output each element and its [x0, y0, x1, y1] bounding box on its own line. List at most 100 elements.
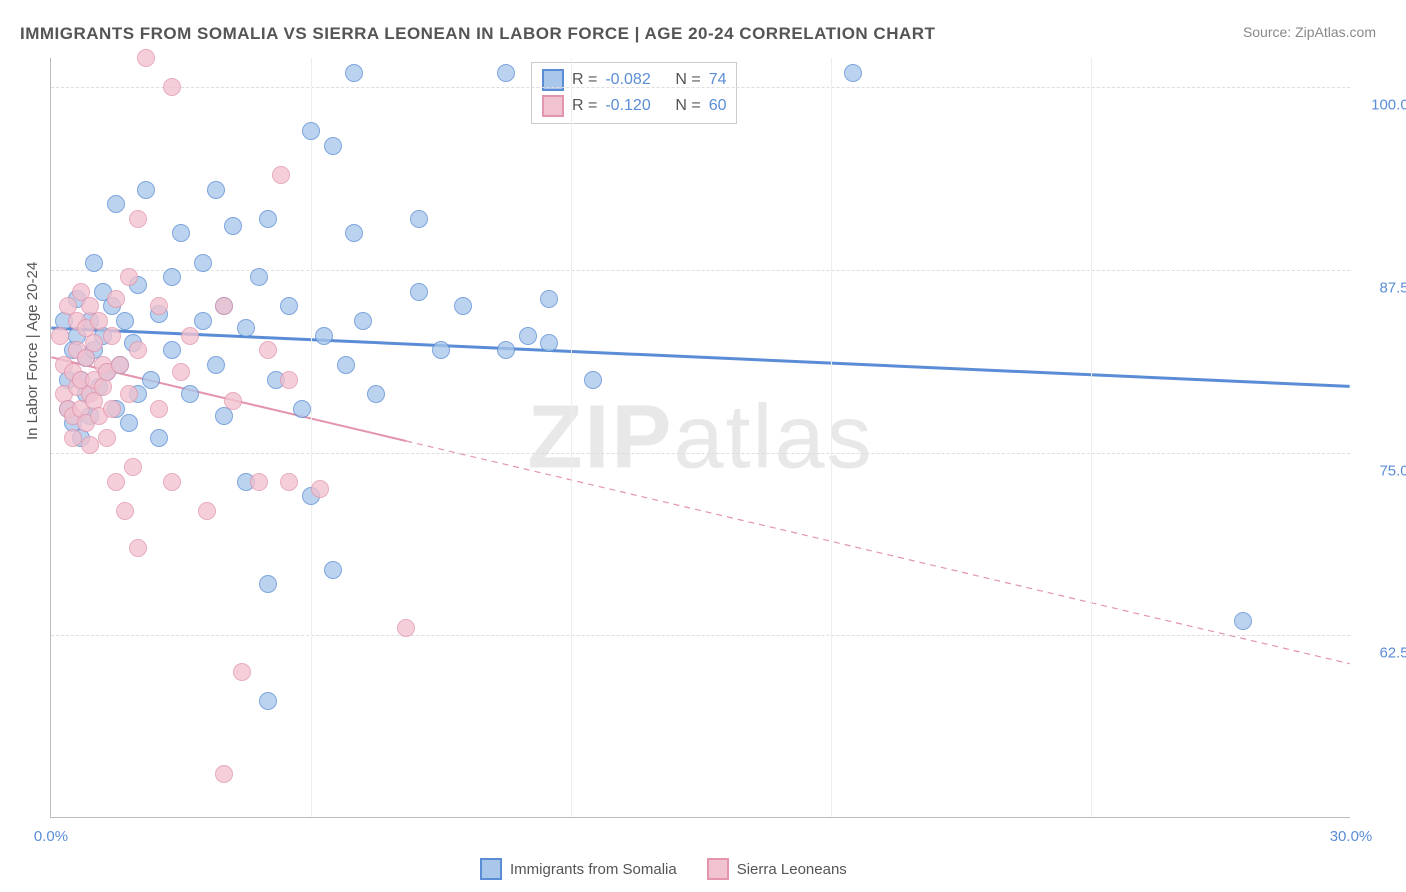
- scatter-marker: [337, 356, 355, 374]
- stats-legend-row: R =-0.082N =74: [542, 67, 726, 93]
- scatter-marker: [163, 473, 181, 491]
- scatter-marker: [250, 268, 268, 286]
- scatter-marker: [280, 371, 298, 389]
- scatter-marker: [194, 312, 212, 330]
- scatter-marker: [129, 210, 147, 228]
- scatter-marker: [519, 327, 537, 345]
- scatter-marker: [324, 137, 342, 155]
- scatter-marker: [497, 341, 515, 359]
- scatter-marker: [98, 429, 116, 447]
- scatter-marker: [259, 575, 277, 593]
- y-tick-label: 87.5%: [1362, 279, 1406, 296]
- scatter-marker: [111, 356, 129, 374]
- scatter-marker: [181, 327, 199, 345]
- scatter-marker: [64, 429, 82, 447]
- scatter-marker: [345, 224, 363, 242]
- x-tick-label: 30.0%: [1311, 828, 1391, 845]
- scatter-marker: [90, 312, 108, 330]
- scatter-marker: [116, 312, 134, 330]
- series-legend-item: Immigrants from Somalia: [480, 858, 677, 880]
- scatter-marker: [280, 297, 298, 315]
- watermark: ZIPatlas: [527, 386, 873, 489]
- scatter-marker: [163, 268, 181, 286]
- scatter-marker: [280, 473, 298, 491]
- scatter-marker: [137, 49, 155, 67]
- correlation-chart: IMMIGRANTS FROM SOMALIA VS SIERRA LEONEA…: [0, 0, 1406, 892]
- scatter-marker: [181, 385, 199, 403]
- scatter-marker: [410, 283, 428, 301]
- series-legend-label: Immigrants from Somalia: [510, 861, 677, 878]
- gridline-h: [51, 270, 1350, 271]
- scatter-marker: [207, 181, 225, 199]
- scatter-marker: [454, 297, 472, 315]
- scatter-marker: [172, 363, 190, 381]
- scatter-marker: [397, 619, 415, 637]
- scatter-marker: [272, 166, 290, 184]
- scatter-marker: [107, 195, 125, 213]
- scatter-marker: [311, 480, 329, 498]
- scatter-marker: [116, 502, 134, 520]
- scatter-marker: [293, 400, 311, 418]
- scatter-marker: [129, 539, 147, 557]
- series-legend-item: Sierra Leoneans: [707, 858, 847, 880]
- stats-legend-row: R = -0.120 N = 60: [542, 93, 726, 119]
- y-axis-title: In Labor Force | Age 20-24: [24, 262, 41, 440]
- scatter-marker: [120, 414, 138, 432]
- y-tick-label: 62.5%: [1362, 645, 1406, 662]
- stat-n-value: 60: [709, 97, 727, 115]
- gridline-h: [51, 635, 1350, 636]
- scatter-marker: [120, 268, 138, 286]
- scatter-marker: [345, 64, 363, 82]
- scatter-marker: [85, 334, 103, 352]
- gridline-v: [571, 58, 572, 817]
- scatter-marker: [844, 64, 862, 82]
- scatter-marker: [103, 327, 121, 345]
- gridline-h: [51, 453, 1350, 454]
- legend-swatch: [707, 858, 729, 880]
- scatter-marker: [302, 122, 320, 140]
- scatter-marker: [198, 502, 216, 520]
- legend-swatch: [542, 95, 564, 117]
- scatter-marker: [137, 181, 155, 199]
- scatter-marker: [194, 254, 212, 272]
- scatter-marker: [207, 356, 225, 374]
- stat-n-label: N =: [675, 97, 700, 115]
- source-label: Source: ZipAtlas.com: [1243, 24, 1376, 40]
- plot-area: ZIPatlas R =-0.082N =74R =-0.120N =60 62…: [50, 58, 1350, 818]
- scatter-marker: [584, 371, 602, 389]
- legend-swatch: [480, 858, 502, 880]
- y-tick-label: 100.0%: [1362, 97, 1406, 114]
- scatter-marker: [497, 64, 515, 82]
- scatter-marker: [315, 327, 333, 345]
- trend-lines: [51, 58, 1350, 817]
- stat-r-label: R =: [572, 97, 597, 115]
- trend-line-dashed: [406, 441, 1349, 664]
- scatter-marker: [224, 392, 242, 410]
- gridline-v: [1091, 58, 1092, 817]
- scatter-marker: [150, 297, 168, 315]
- stats-legend: R =-0.082N =74 R = -0.120 N = 60: [531, 62, 737, 124]
- scatter-marker: [107, 290, 125, 308]
- gridline-v: [311, 58, 312, 817]
- scatter-marker: [163, 341, 181, 359]
- scatter-marker: [51, 327, 69, 345]
- series-legend-label: Sierra Leoneans: [737, 861, 847, 878]
- scatter-marker: [540, 334, 558, 352]
- gridline-v: [831, 58, 832, 817]
- scatter-marker: [224, 217, 242, 235]
- scatter-marker: [215, 297, 233, 315]
- scatter-marker: [124, 458, 142, 476]
- scatter-marker: [172, 224, 190, 242]
- scatter-marker: [150, 429, 168, 447]
- scatter-marker: [120, 385, 138, 403]
- scatter-marker: [237, 319, 255, 337]
- scatter-marker: [129, 341, 147, 359]
- series-legend: Immigrants from Somalia Sierra Leoneans: [480, 858, 847, 880]
- scatter-marker: [85, 254, 103, 272]
- scatter-marker: [233, 663, 251, 681]
- scatter-marker: [259, 210, 277, 228]
- scatter-marker: [81, 436, 99, 454]
- stat-r-value: -0.120: [605, 97, 667, 115]
- scatter-marker: [107, 473, 125, 491]
- scatter-marker: [432, 341, 450, 359]
